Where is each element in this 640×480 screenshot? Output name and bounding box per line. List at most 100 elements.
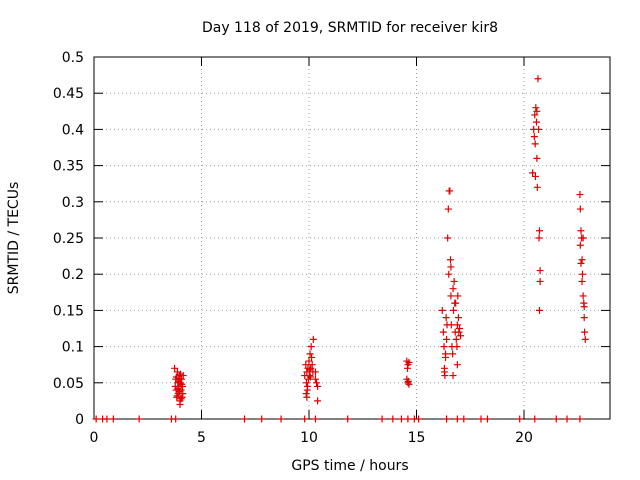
data-point	[405, 359, 413, 367]
data-point	[578, 270, 586, 278]
data-point	[477, 415, 485, 423]
data-point	[308, 361, 316, 369]
data-point	[444, 205, 452, 213]
data-point	[443, 415, 451, 423]
data-point	[531, 140, 539, 148]
data-point	[301, 415, 309, 423]
data-point	[311, 368, 319, 376]
data-point	[530, 133, 538, 141]
data-point	[453, 361, 461, 369]
data-point	[533, 154, 541, 162]
data-point	[135, 415, 143, 423]
x-tick-label: 20	[515, 430, 533, 446]
chart-title: Day 118 of 2019, SRMTID for receiver kir…	[202, 20, 498, 36]
y-tick-label: 0	[75, 412, 84, 428]
data-point	[453, 343, 461, 351]
data-point	[578, 277, 586, 285]
data-series	[92, 75, 589, 423]
data-point	[442, 353, 450, 361]
data-point	[529, 169, 537, 177]
data-point	[440, 368, 448, 376]
data-point	[307, 364, 315, 372]
x-axis-label: GPS time / hours	[291, 458, 408, 474]
y-tick-label: 0.15	[53, 303, 84, 319]
data-point	[552, 415, 560, 423]
data-point	[531, 172, 539, 180]
data-point	[536, 267, 544, 275]
data-point	[449, 350, 457, 358]
x-tick-label: 15	[408, 430, 426, 446]
y-tick-label: 0.25	[53, 231, 84, 247]
data-point	[516, 415, 524, 423]
data-point	[531, 415, 539, 423]
data-point	[302, 361, 310, 369]
data-point	[309, 335, 317, 343]
x-tick-label: 5	[197, 430, 206, 446]
data-point	[174, 385, 182, 393]
y-axis-label: SRMTID / TECUs	[6, 182, 22, 295]
data-point	[175, 374, 183, 382]
data-point	[446, 187, 454, 195]
data-point	[438, 306, 446, 314]
y-tick-label: 0.2	[62, 267, 84, 283]
data-point	[389, 415, 397, 423]
data-point	[311, 415, 319, 423]
data-point	[307, 343, 315, 351]
grid	[94, 57, 610, 419]
data-point	[576, 241, 584, 249]
data-point	[442, 314, 450, 322]
data-point	[531, 111, 539, 119]
data-point	[415, 415, 423, 423]
data-point	[306, 366, 314, 374]
data-point	[303, 382, 311, 390]
data-point	[109, 415, 117, 423]
data-point	[457, 332, 465, 340]
x-tick-label: 0	[90, 430, 99, 446]
data-point	[535, 234, 543, 242]
data-point	[313, 379, 321, 387]
data-point	[576, 205, 584, 213]
data-point	[444, 234, 452, 242]
data-point	[307, 373, 315, 381]
data-point	[302, 390, 310, 398]
data-point	[344, 415, 352, 423]
data-point	[454, 292, 462, 300]
data-point	[449, 285, 457, 293]
data-point	[311, 375, 319, 383]
axis-ticks: 0 0.05 0.1 0.15 0.2 0.25 0.3 0.35 0.4 0.45 0.5 0 5 10…	[53, 50, 610, 446]
data-point	[563, 415, 571, 423]
y-tick-label: 0.1	[62, 340, 84, 356]
data-point	[452, 335, 460, 343]
data-point	[456, 325, 463, 332]
data-point	[483, 415, 491, 423]
data-point	[445, 270, 453, 278]
data-point	[305, 357, 313, 365]
data-point	[580, 303, 588, 311]
data-point	[576, 191, 584, 199]
data-point	[449, 372, 457, 380]
data-point	[536, 277, 544, 285]
data-point	[378, 415, 386, 423]
data-point	[439, 328, 447, 336]
data-point	[577, 227, 585, 235]
data-point	[173, 392, 181, 400]
data-point	[455, 328, 463, 336]
data-point	[535, 125, 543, 133]
data-point	[258, 415, 266, 423]
data-point	[314, 397, 322, 405]
data-point	[533, 183, 541, 191]
data-point	[535, 306, 543, 314]
data-point	[443, 335, 451, 343]
data-point	[178, 380, 186, 388]
data-point	[443, 321, 451, 329]
data-point	[535, 227, 543, 235]
data-point	[241, 415, 248, 423]
data-point	[303, 393, 311, 401]
data-point	[308, 353, 316, 361]
data-point	[440, 343, 448, 351]
data-point	[453, 415, 461, 423]
data-point	[177, 370, 185, 378]
data-point	[534, 75, 542, 83]
y-tick-label: 0.5	[62, 50, 84, 66]
